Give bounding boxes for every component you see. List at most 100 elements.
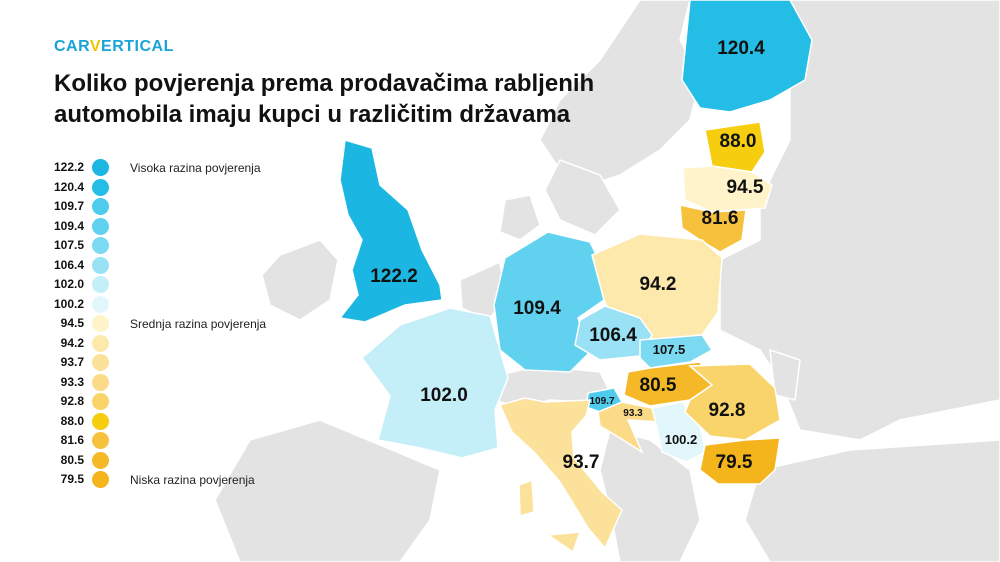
legend-level-label: Visoka razina povjerenja [130,161,261,175]
legend-color-dot [92,276,109,293]
legend-row: 109.4 [30,217,330,237]
legend-row: 100.2 [30,295,330,315]
label-latvia: 94.5 [727,177,764,198]
legend-color-dot [92,315,109,332]
sardinia-shape [518,478,535,517]
ireland-land [261,239,339,321]
legend-row: 120.4 [30,178,330,198]
legend-value: 109.4 [53,218,84,233]
estonia-shape [704,121,766,173]
legend-color-dot [92,373,109,391]
label-hungary: 80.5 [640,375,677,396]
legend-color-dot [92,198,109,215]
finland-shape [681,0,813,113]
legend-value: 107.5 [53,238,84,252]
legend: 122.2 Visoka razina povjerenja 120.4 109.7 1… [30,158,330,490]
legend-value: 102.0 [53,277,84,291]
iberia-land [214,419,441,562]
legend-color-dot [92,159,109,176]
legend-color-dot [92,295,109,313]
legend-color-dot [92,393,109,410]
legend-row: 109.7 [30,197,330,217]
label-germany: 109.4 [513,298,561,319]
legend-row: 122.2 Visoka razina povjerenja [30,158,330,178]
france-shape [360,307,509,459]
legend-color-dot [92,354,109,371]
label-finland: 120.4 [717,38,765,59]
label-romania: 92.8 [709,400,746,421]
denmark-land [499,194,541,241]
legend-color-dot [92,256,109,274]
legend-row: 81.6 [30,431,330,451]
legend-value: 88.0 [60,413,84,428]
sweden-south-land [544,159,621,236]
legend-color-dot [92,471,109,488]
label-serbia: 100.2 [665,432,698,447]
legend-value: 94.5 [60,316,84,330]
legend-value: 94.2 [60,335,84,350]
label-estonia: 88.0 [720,131,757,152]
label-czechia: 106.4 [589,325,637,346]
scandinavia-land [539,0,701,186]
label-bulgaria: 79.5 [716,452,753,473]
romania-shape [684,363,781,441]
croatia-shape [597,401,662,454]
legend-row: 93.7 [30,353,330,373]
legend-level-label: Niska razina povjerenja [130,473,255,487]
legend-row: 102.0 [30,275,330,295]
title-line-2: automobila imaju kupci u različitim drža… [54,101,571,128]
legend-row: 106.4 [30,256,330,276]
country-value-labels: 122.2 120.4 109.7 109.4 107.5 106.4 102.… [370,38,765,473]
legend-color-dot [92,451,109,469]
legend-row: 79.5 Niska razina povjerenja [30,470,330,490]
logo-text-ertical: ERTICAL [101,38,174,55]
label-croatia: 93.3 [623,408,643,419]
label-lithuania: 81.6 [702,208,739,229]
legend-value: 100.2 [53,296,84,311]
slovakia-shape [639,334,714,369]
label-italy: 93.7 [563,452,600,473]
legend-row: 93.3 [30,373,330,393]
turkey-land [744,439,1000,562]
legend-value: 79.5 [60,472,84,486]
latvia-shape [682,165,773,213]
uk-shape [338,139,443,323]
label-poland: 94.2 [640,274,677,295]
label-france: 102.0 [420,385,468,406]
legend-row: 94.5 Srednja razina povjerenja [30,314,330,334]
legend-color-dot [92,412,109,430]
logo-text-car: CAR [54,38,90,55]
legend-color-dot [92,217,109,235]
legend-row: 94.2 [30,334,330,354]
legend-color-dot [92,178,109,196]
label-slovakia: 107.5 [653,342,686,357]
legend-value: 106.4 [53,257,84,272]
legend-color-dot [92,334,109,352]
moldova-land [769,348,801,401]
legend-value: 93.7 [60,355,84,369]
label-slovenia: 109.7 [589,396,614,407]
legend-level-label: Srednja razina povjerenja [130,317,267,331]
legend-color-dot [92,432,109,449]
logo-text-v: V [89,38,102,55]
legend-row: 92.8 [30,392,330,412]
legend-value: 122.2 [53,160,84,174]
legend-value: 109.7 [53,199,84,213]
rated-countries [338,0,813,554]
legend-value: 93.3 [60,374,84,389]
page-title: Koliko povjerenja prema prodavačima rabl… [54,68,654,130]
legend-value: 92.8 [60,394,84,408]
legend-value: 81.6 [60,433,84,447]
bulgaria-shape [699,437,781,485]
italy-shape [498,397,623,550]
legend-value: 120.4 [53,179,84,194]
label-uk: 122.2 [370,266,418,287]
legend-color-dot [92,237,109,254]
legend-row: 88.0 [30,412,330,432]
legend-row: 107.5 [30,236,330,256]
lithuania-shape [679,204,747,253]
legend-row: 80.5 [30,451,330,471]
carvertical-logo: CARVERTICAL [54,38,174,56]
legend-value: 80.5 [60,452,84,467]
